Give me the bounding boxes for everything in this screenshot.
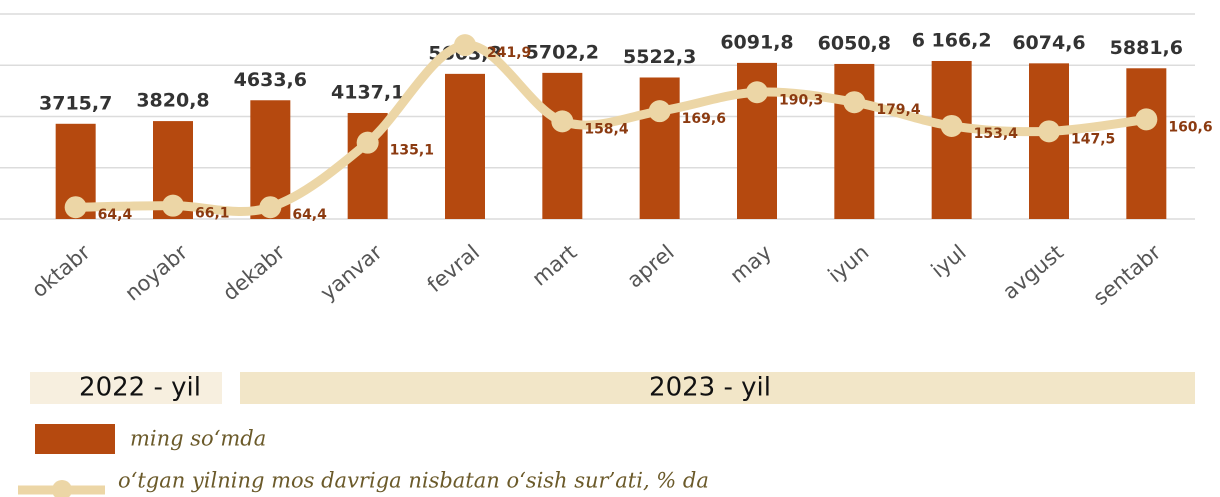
line-marker	[454, 34, 476, 57]
legend-label: o‘tgan yilning mos davriga nisbatan o‘si…	[118, 469, 709, 493]
line-value-label: 160,6	[1168, 119, 1212, 135]
line-marker	[940, 114, 963, 137]
x-tick-label: fevral	[423, 240, 484, 297]
x-tick-label: dekabr	[218, 240, 290, 305]
bar-value-label: 6 166,2	[912, 29, 992, 51]
line-value-label: 66,1	[195, 206, 230, 222]
line-value-label: 153,4	[974, 126, 1019, 142]
x-tick-label: sentabr	[1089, 240, 1166, 310]
line-value-label: 64,4	[98, 207, 133, 223]
line-marker	[1038, 120, 1060, 143]
line-marker	[259, 196, 282, 219]
line-value-label: 190,3	[779, 92, 823, 108]
bar-value-label: 3715,7	[39, 92, 112, 114]
line-value-label: 158,4	[584, 121, 629, 137]
legend-swatch	[52, 480, 72, 497]
line-marker	[843, 91, 866, 114]
bar-value-label: 5522,3	[623, 46, 696, 68]
bar	[1126, 68, 1167, 219]
bar-value-label: 6050,8	[818, 32, 891, 54]
bar	[834, 63, 875, 220]
line-value-label: 135,1	[390, 143, 434, 159]
x-tick-label: avgust	[998, 240, 1068, 304]
year-label: 2023 - yil	[649, 373, 771, 403]
line-marker	[64, 196, 87, 219]
x-tick-label: may	[726, 240, 776, 288]
bar	[639, 77, 680, 220]
legend-swatch	[35, 424, 115, 454]
bar-value-label: 5702,2	[526, 41, 599, 63]
x-tick-label: iyul	[927, 240, 971, 282]
line-marker	[648, 100, 671, 123]
legend-label: ming so‘mda	[130, 427, 266, 451]
bar	[542, 72, 583, 219]
year-label: 2022 - yil	[79, 373, 201, 403]
line-marker	[356, 131, 379, 154]
x-tick-label: yanvar	[316, 240, 387, 305]
line-marker	[551, 110, 574, 133]
line-marker	[162, 194, 184, 217]
line-value-label: 169,6	[682, 111, 726, 127]
x-tick-label: mart	[528, 240, 582, 291]
line-marker	[1135, 108, 1158, 131]
bar-value-label: 6074,6	[1012, 32, 1085, 54]
line-value-label: 241,9	[487, 45, 531, 61]
bar	[445, 73, 485, 219]
line-value-label: 179,4	[876, 102, 921, 118]
bar	[931, 60, 972, 220]
x-tick-label: aprel	[623, 240, 679, 293]
bar-value-label: 4137,1	[331, 81, 404, 103]
bar-value-label: 6091,8	[720, 31, 793, 53]
line-marker	[746, 81, 768, 104]
x-tick-label: iyun	[824, 240, 874, 287]
x-tick-label: noyabr	[120, 240, 192, 306]
bar-value-label: 5881,6	[1110, 37, 1183, 59]
year-band	[30, 372, 222, 404]
bar-value-label: 4633,6	[234, 69, 307, 91]
line-value-label: 64,4	[292, 207, 327, 223]
x-tick-label: oktabr	[27, 240, 95, 302]
line-value-label: 147,5	[1071, 131, 1115, 147]
bar-value-label: 3820,8	[136, 90, 209, 112]
year-band	[240, 372, 1195, 404]
